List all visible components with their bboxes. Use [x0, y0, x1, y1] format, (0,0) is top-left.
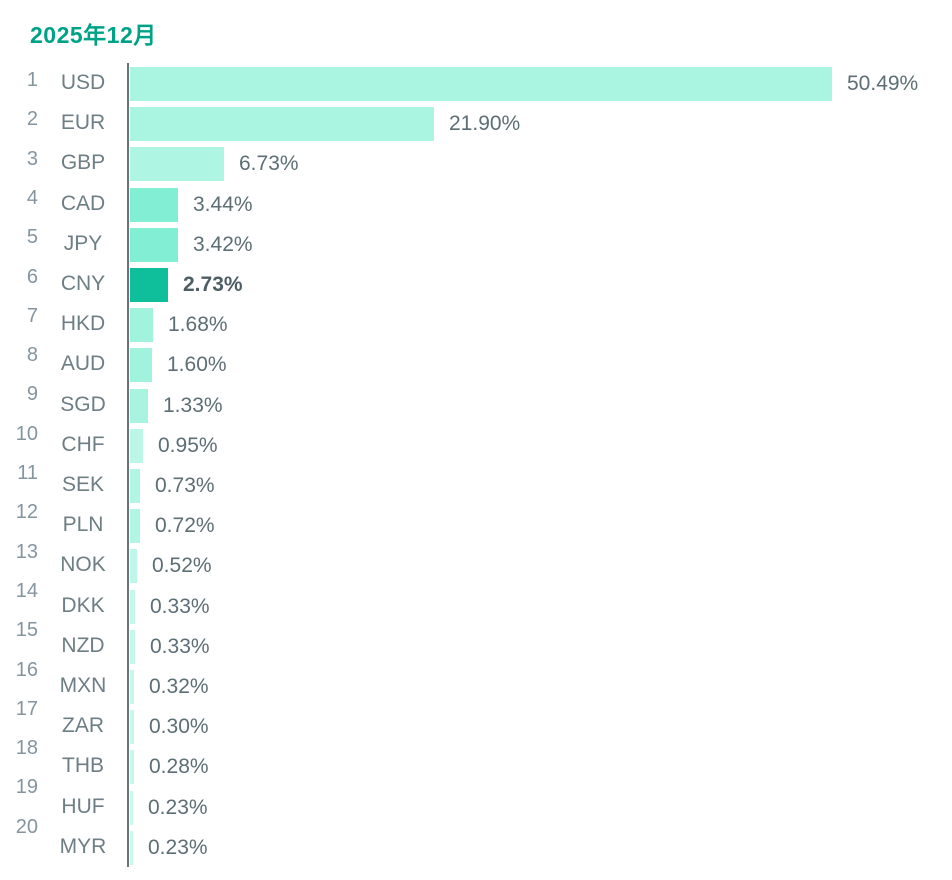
rank-dkk: 14 [15, 579, 38, 602]
currency-code-cad: CAD [60, 191, 106, 215]
y-axis-line [127, 63, 129, 867]
currency-code-thb: THB [62, 754, 104, 778]
value-label-nok: 0.52% [152, 554, 212, 578]
bar-eur [130, 107, 434, 142]
bar-cad [130, 187, 178, 222]
currency-code-hkd: HKD [60, 312, 106, 336]
currency-code-eur: EUR [60, 111, 106, 135]
currency-code-usd: USD [60, 71, 106, 94]
bar-nzd [130, 629, 135, 664]
bar-dkk [130, 589, 135, 624]
value-label-myr: 0.23% [148, 835, 208, 859]
bar-usd [130, 67, 832, 101]
rank-nzd: 15 [15, 619, 38, 642]
currency-code-mxn: MXN [59, 674, 107, 697]
bar-huf [130, 790, 133, 825]
currency-code-myr: MYR [59, 834, 107, 858]
rank-aud: 8 [26, 344, 38, 367]
rank-jpy: 5 [26, 226, 38, 249]
rank-mxn: 16 [15, 658, 38, 681]
bar-thb [130, 750, 134, 785]
bar-zar [130, 710, 134, 745]
rank-cny: 6 [26, 265, 38, 288]
value-label-dkk: 0.33% [150, 594, 210, 618]
bar-aud [130, 348, 152, 383]
value-label-huf: 0.23% [148, 795, 208, 819]
rank-sgd: 9 [26, 383, 38, 406]
rank-chf: 10 [15, 422, 38, 445]
rank-thb: 18 [15, 737, 38, 760]
bar-sek [130, 469, 140, 503]
chart-title: 2025年12月 [30, 22, 157, 48]
rank-gbp: 3 [26, 147, 38, 170]
currency-code-pln: PLN [62, 513, 104, 537]
currency-code-zar: ZAR [62, 714, 104, 738]
bar-mxn [130, 670, 134, 704]
bar-gbp [130, 147, 224, 182]
value-label-pln: 0.72% [155, 514, 215, 538]
currency-code-jpy: JPY [63, 231, 103, 255]
currency-code-aud: AUD [60, 352, 106, 376]
rank-hkd: 7 [26, 304, 38, 327]
rank-nok: 13 [15, 540, 38, 563]
currency-code-huf: HUF [61, 794, 105, 818]
bar-cny [130, 268, 168, 302]
rank-huf: 19 [15, 776, 38, 799]
value-label-aud: 1.60% [167, 353, 227, 377]
currency-code-cny: CNY [60, 272, 106, 295]
currency-code-dkk: DKK [61, 593, 105, 617]
currency-code-chf: CHF [61, 432, 105, 456]
value-label-gbp: 6.73% [239, 152, 299, 176]
rank-myr: 20 [15, 815, 38, 838]
currency-code-sgd: SGD [60, 392, 106, 416]
rank-cad: 4 [26, 186, 38, 209]
value-label-sek: 0.73% [155, 474, 215, 497]
value-label-cny: 2.73% [183, 273, 243, 296]
bar-hkd [130, 308, 153, 343]
rank-eur: 2 [26, 108, 38, 131]
value-label-eur: 21.90% [449, 112, 521, 136]
rank-zar: 17 [15, 697, 38, 720]
rank-usd: 1 [26, 69, 38, 91]
value-label-zar: 0.30% [149, 715, 209, 739]
currency-code-sek: SEK [61, 473, 105, 496]
bar-pln [130, 509, 140, 544]
rank-sek: 11 [17, 462, 38, 484]
value-label-usd: 50.49% [847, 72, 919, 95]
value-label-chf: 0.95% [158, 433, 218, 457]
value-label-mxn: 0.32% [149, 675, 209, 698]
value-label-hkd: 1.68% [168, 313, 228, 337]
value-label-cad: 3.44% [193, 192, 253, 216]
rank-pln: 12 [15, 501, 38, 524]
value-label-sgd: 1.33% [163, 393, 223, 417]
bar-chf [130, 428, 143, 463]
bar-nok [130, 549, 137, 584]
bar-myr [130, 830, 133, 865]
value-label-thb: 0.28% [149, 755, 209, 779]
currency-code-nok: NOK [60, 553, 106, 577]
value-label-nzd: 0.33% [150, 634, 210, 658]
currency-code-nzd: NZD [61, 633, 105, 657]
currency-code-gbp: GBP [60, 151, 106, 175]
bar-sgd [130, 388, 148, 423]
value-label-jpy: 3.42% [193, 232, 253, 256]
bar-jpy [130, 227, 178, 262]
